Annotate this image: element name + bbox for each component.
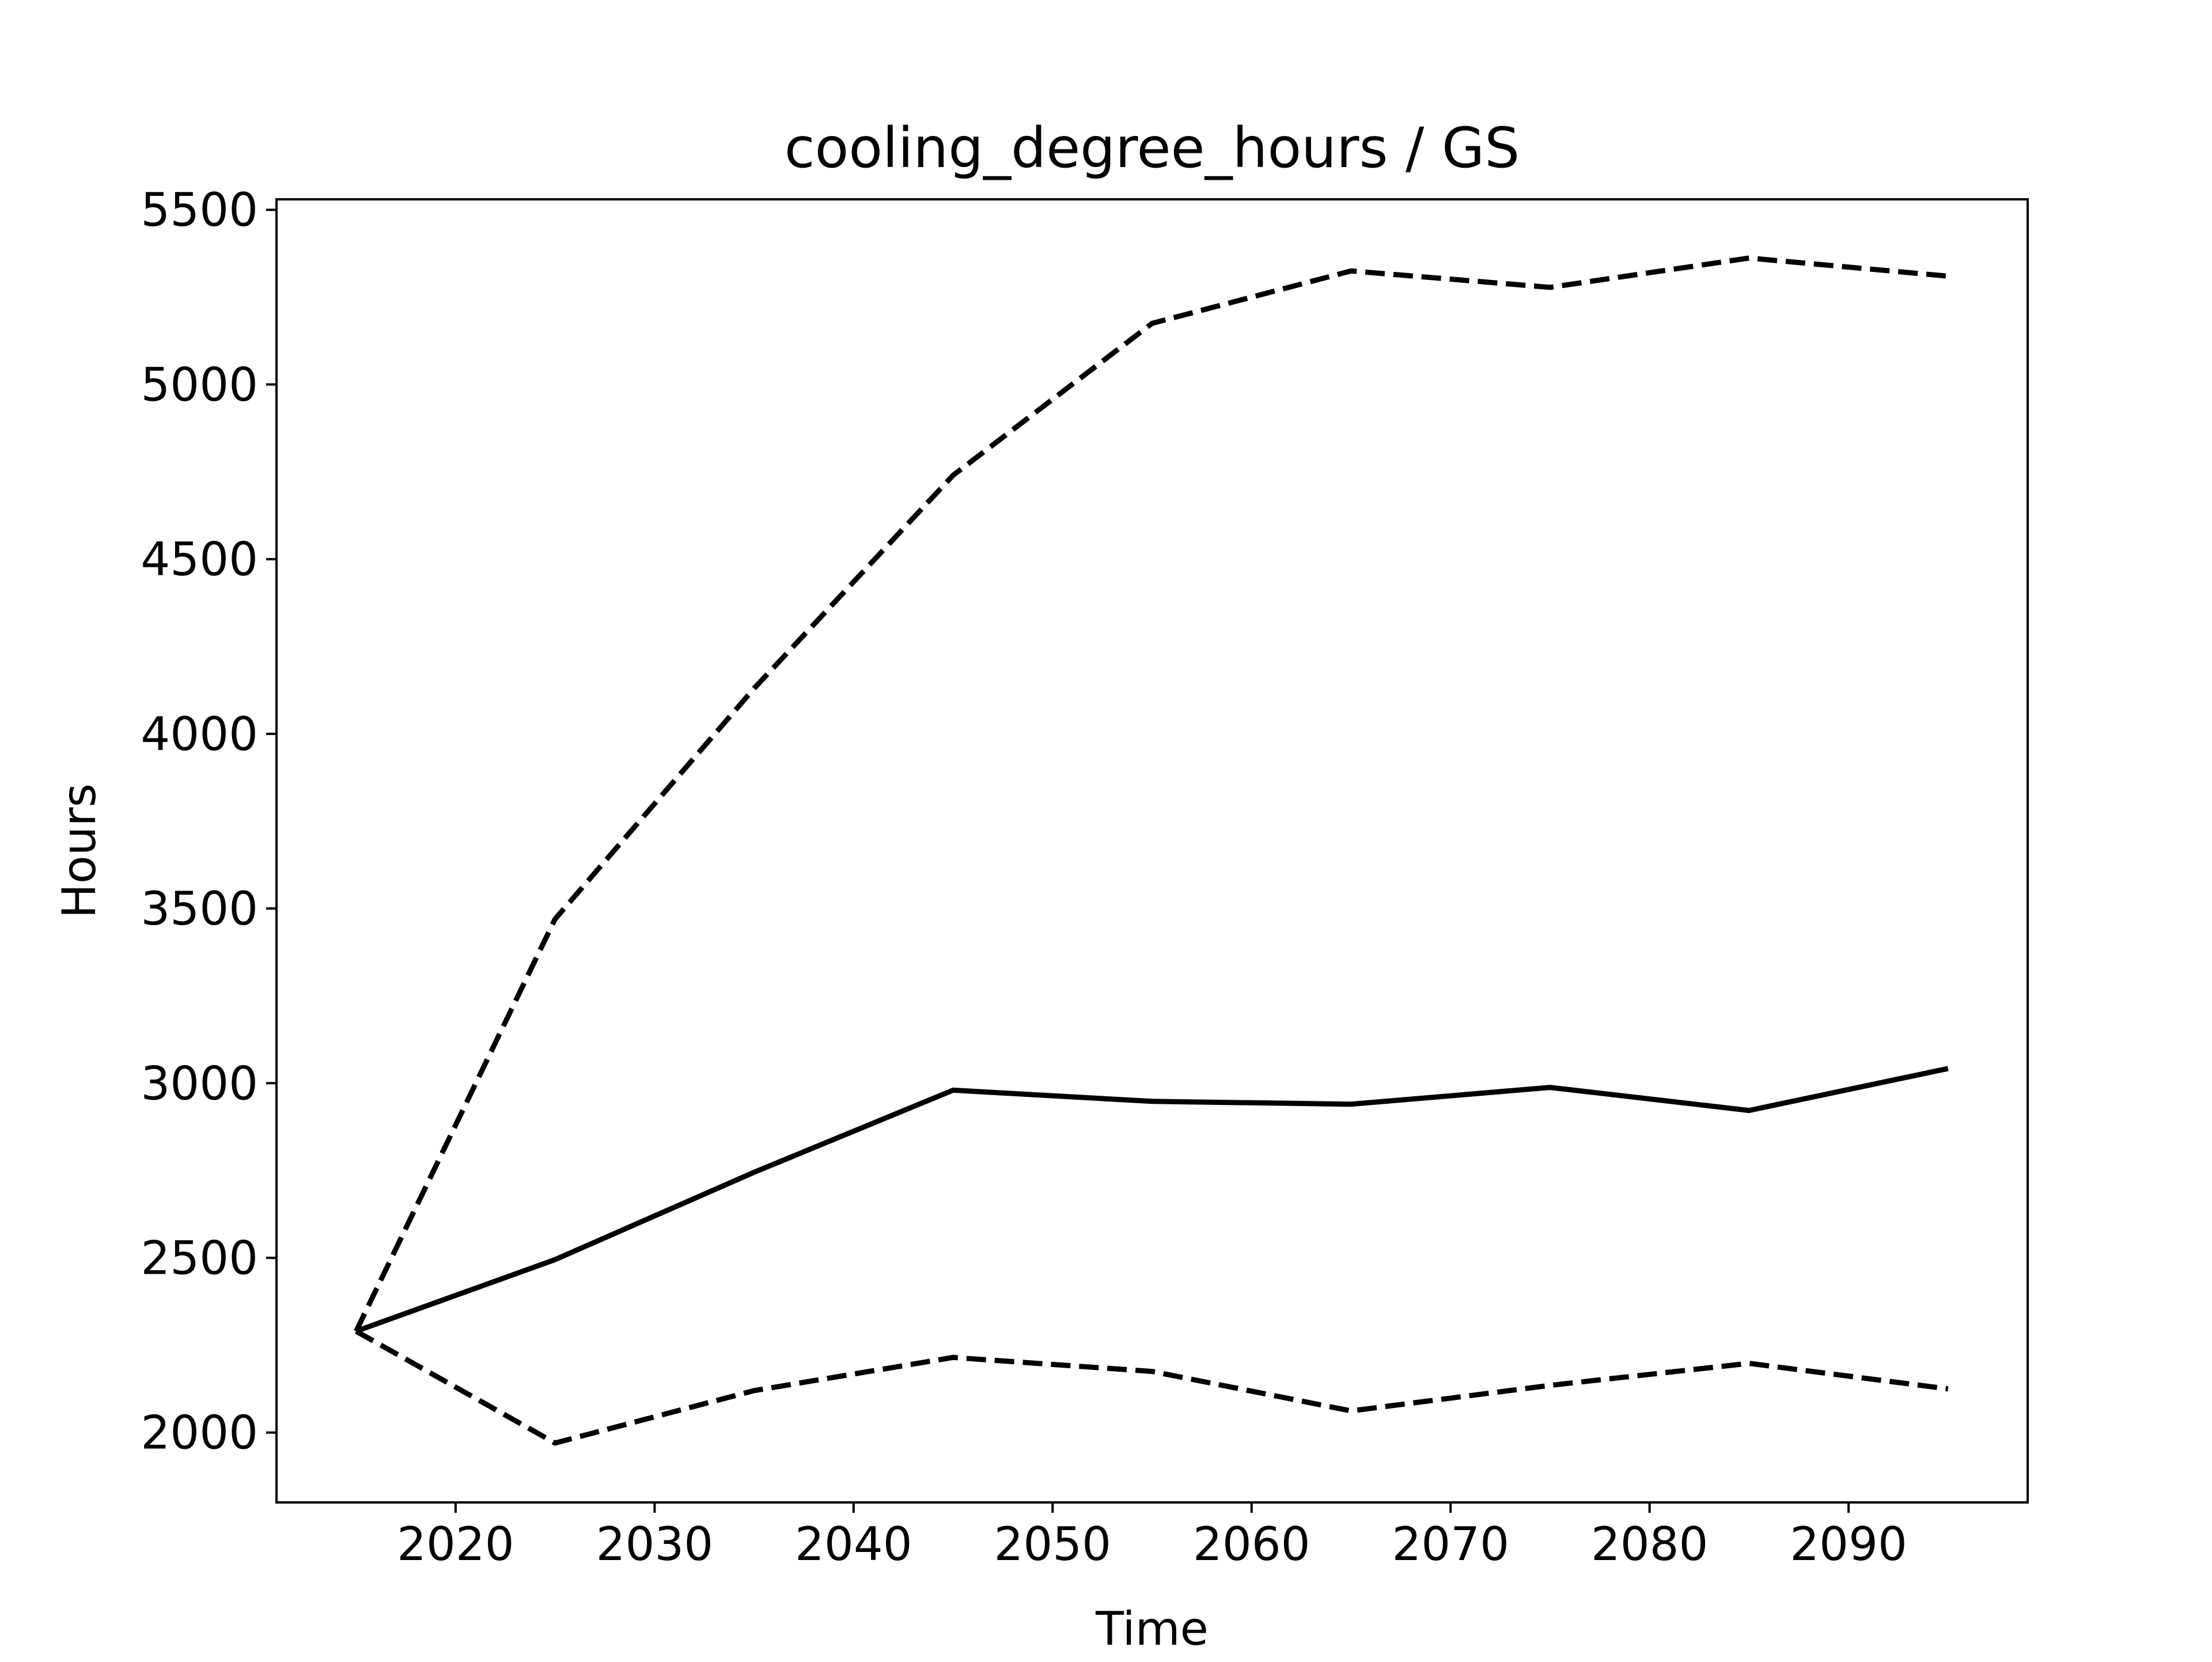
- series-layer: [354, 255, 1949, 1446]
- x-tick-label: 2040: [795, 1517, 912, 1571]
- x-tick-label: 2020: [397, 1517, 514, 1571]
- y-tick-label: 5500: [141, 183, 258, 237]
- y-tick-label: 2500: [141, 1231, 258, 1285]
- dashed-series-line-2: [354, 1328, 1949, 1446]
- x-tick-label: 2060: [1193, 1517, 1310, 1571]
- ticks-layer: 2020 2030 2040 2050 2060 2070 2080 2090 2000 2500…: [141, 183, 1907, 1571]
- solid-series-line-0: [355, 1066, 1949, 1334]
- y-tick-label: 3000: [141, 1057, 258, 1110]
- x-tick-label: 2080: [1591, 1517, 1709, 1571]
- dashed-series-line-1: [354, 255, 1949, 1332]
- y-tick-label: 2000: [141, 1406, 258, 1460]
- y-tick-label: 5000: [141, 358, 258, 411]
- x-axis-label: Time: [1095, 1602, 1209, 1656]
- x-tick-label: 2050: [994, 1517, 1111, 1571]
- x-tick-label: 2090: [1790, 1517, 1907, 1571]
- y-tick-label: 3500: [141, 882, 258, 936]
- y-axis-label: Hours: [52, 783, 106, 918]
- y-tick-label: 4500: [141, 533, 258, 586]
- y-tick-label: 4000: [141, 707, 258, 761]
- x-tick-label: 2070: [1392, 1517, 1509, 1571]
- x-tick-label: 2030: [596, 1517, 714, 1571]
- chart-title: cooling_degree_hours / GS: [785, 116, 1520, 180]
- plot-frame: [275, 198, 2029, 1504]
